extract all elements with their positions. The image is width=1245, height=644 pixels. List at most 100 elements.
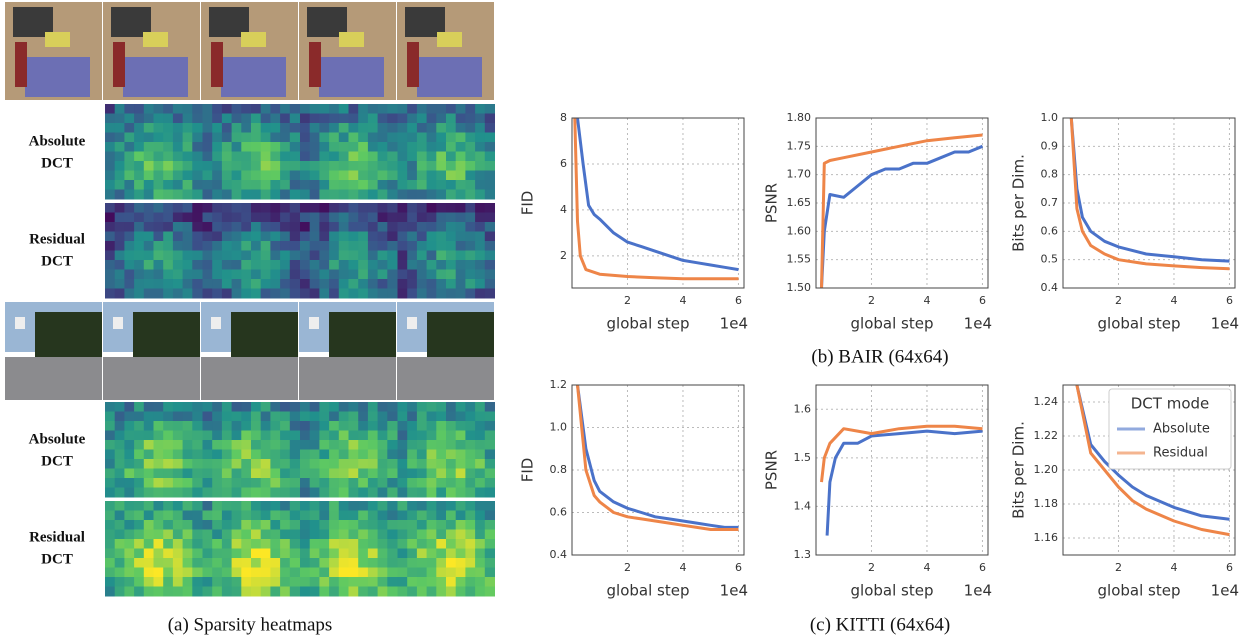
heatmap-cell: [212, 113, 223, 124]
heatmap-cell: [397, 558, 408, 568]
heatmap-cell: [153, 520, 164, 530]
heatmap-cell: [212, 567, 223, 578]
heatmap-cell: [367, 440, 379, 450]
heatmap-cell: [329, 487, 340, 498]
heatmap-cell: [387, 468, 398, 479]
heatmap-cell: [241, 212, 252, 223]
heatmap-cell: [329, 250, 340, 261]
heatmap-cell: [212, 161, 223, 171]
heatmap-cell: [338, 402, 349, 412]
heatmap-cell: [231, 104, 242, 114]
heatmap-cell: [182, 180, 193, 190]
heatmap-cell: [280, 478, 291, 488]
heatmap-cell: [407, 231, 418, 242]
heatmap-cell: [172, 529, 184, 540]
heatmap-cell: [436, 222, 447, 232]
heatmap-cell: [192, 203, 203, 213]
heatmap-cell: [289, 430, 300, 441]
heatmap-cell: [143, 520, 154, 530]
heatmap-cell: [407, 449, 418, 460]
heatmap-cell: [231, 520, 242, 530]
heatmap-cell: [407, 142, 418, 152]
heatmap-cell: [202, 132, 213, 143]
heatmap-cell: [289, 459, 300, 469]
heatmap-cell: [300, 402, 311, 412]
heatmap-cell: [221, 548, 233, 559]
heatmap-cell: [484, 577, 495, 587]
heatmap-cell: [192, 104, 203, 114]
heatmap-cell: [465, 222, 476, 232]
heatmap-cell: [387, 449, 398, 460]
heatmap-cell: [270, 123, 281, 133]
heatmap-cell: [338, 269, 349, 280]
heatmap-cell: [241, 250, 252, 261]
heatmap-cell: [143, 269, 154, 280]
heatmap-cell: [338, 170, 349, 181]
heatmap-cell: [387, 402, 398, 412]
heatmap-cell: [153, 430, 164, 441]
heatmap-cell: [455, 510, 466, 521]
heatmap-cell: [465, 501, 476, 511]
heatmap-cell: [202, 577, 213, 587]
heatmap-cell: [407, 421, 418, 431]
heatmap-cell: [280, 567, 291, 578]
heatmap-cell: [416, 539, 428, 549]
heatmap-cell: [309, 449, 320, 460]
heatmap-cell: [114, 180, 125, 190]
heatmap-cell: [114, 231, 125, 242]
heatmap-cell: [436, 468, 447, 479]
heatmap-cell: [260, 567, 271, 578]
heatmap-cell: [231, 430, 242, 441]
heatmap-cell: [221, 241, 233, 251]
heatmap-cell: [289, 520, 300, 530]
heatmap-cell: [153, 440, 164, 450]
heatmap-cell: [260, 430, 271, 441]
heatmap-cell: [338, 529, 349, 540]
axes-frame: [571, 117, 745, 289]
heatmap-cell: [280, 288, 291, 299]
heatmap-cell: [270, 586, 281, 597]
photo: [211, 317, 221, 329]
y-tick-label: 1.3: [794, 548, 812, 561]
heatmap-cell: [309, 189, 320, 200]
heatmap-cell: [289, 402, 300, 412]
y-tick-label: 1.0: [550, 421, 568, 434]
heatmap-cell: [143, 288, 154, 299]
heatmap-cell: [455, 241, 466, 251]
heatmap-cell: [416, 577, 428, 587]
photo: [407, 42, 419, 87]
heatmap-cell: [484, 459, 495, 469]
heatmap-cell: [143, 203, 154, 213]
heatmap-cell: [436, 529, 447, 540]
heatmap-cell: [446, 548, 457, 559]
heatmap-cell: [416, 123, 428, 133]
heatmap-cell: [192, 260, 203, 270]
heatmap-cell: [475, 288, 486, 299]
x-axis-label: global step: [851, 582, 934, 600]
heatmap-cell: [172, 510, 184, 521]
heatmap-cell: [319, 161, 330, 171]
heatmap-cell: [182, 269, 193, 280]
heatmap-cell: [426, 501, 437, 511]
heatmap-cell: [319, 449, 330, 460]
heatmap-cell: [212, 203, 223, 213]
heatmap-cell: [407, 487, 418, 498]
heatmap-cell: [192, 459, 203, 469]
heatmap-cell: [348, 510, 359, 521]
heatmap-cell: [309, 203, 320, 213]
heatmap-cell: [416, 142, 428, 152]
heatmap-cell: [192, 558, 203, 568]
heatmap-cell: [270, 501, 281, 511]
heatmap-cell: [231, 142, 242, 152]
heatmap-cell: [172, 440, 184, 450]
heatmap-cell: [338, 161, 349, 171]
y-tick-label: 1.16: [1034, 531, 1059, 544]
heatmap-cell: [338, 151, 349, 162]
heatmap-cell: [484, 440, 495, 450]
heatmap-cell: [143, 250, 154, 261]
heatmap-cell: [280, 203, 291, 213]
heatmap-cell: [338, 260, 349, 270]
heatmap-cell: [114, 104, 125, 114]
heatmap-cell: [163, 478, 174, 488]
heatmap-cell: [455, 161, 466, 171]
